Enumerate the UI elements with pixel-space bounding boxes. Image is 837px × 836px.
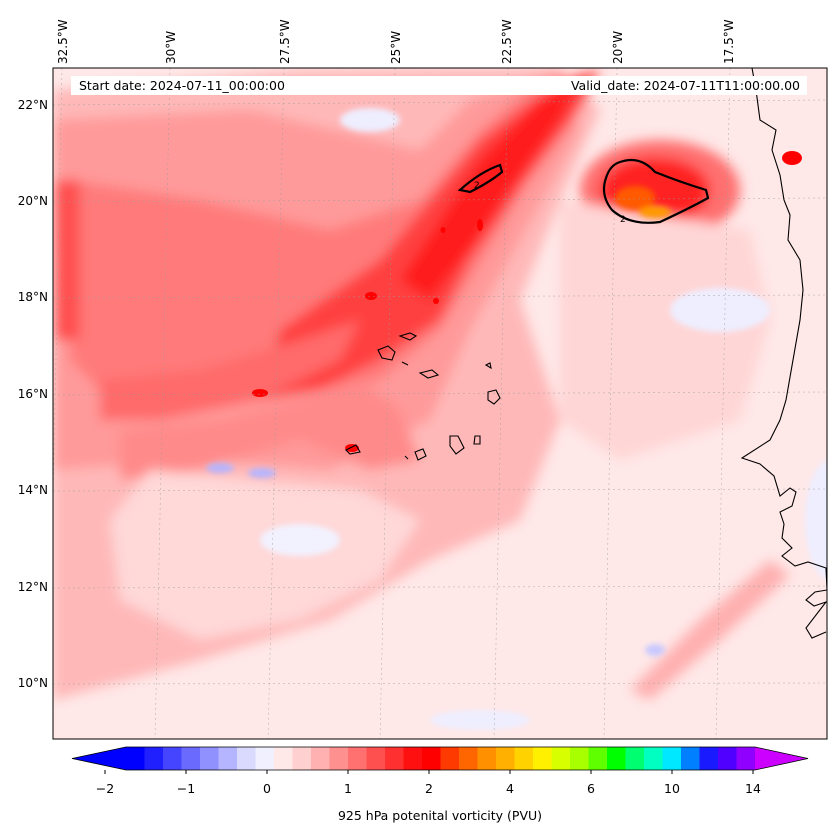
colorbar-title: 925 hPa potenital vorticity (PVU) <box>337 808 543 823</box>
colorbar-outline <box>71 746 809 771</box>
header-box <box>71 76 807 95</box>
colorbar-segment <box>218 747 238 770</box>
lat-label: 20°N <box>17 194 48 208</box>
pv-shading: 2 2 <box>53 68 827 739</box>
colorbar-tick-label: 6 <box>587 781 595 796</box>
colorbar-segment <box>144 747 164 770</box>
lon-label: 17.5°W <box>722 19 736 64</box>
lat-label: 22°N <box>17 98 48 112</box>
map-frame <box>52 67 828 740</box>
colorbar-tick-label: 1 <box>344 781 352 796</box>
lon-label: 25°W <box>389 30 403 64</box>
colorbar-segment <box>533 747 552 770</box>
lon-label: 22.5°W <box>500 19 514 64</box>
colorbar-segment <box>736 747 756 770</box>
colorbar-segment <box>459 747 478 770</box>
colorbar-segment <box>181 747 201 770</box>
colorbar-segment <box>514 747 534 770</box>
colorbar-extend-over <box>755 747 808 770</box>
lon-label: 27.5°W <box>278 19 292 64</box>
colorbar-tick-label: 14 <box>745 781 761 796</box>
colorbar-segment <box>311 747 330 770</box>
colorbar <box>71 746 809 774</box>
colorbar-segment <box>699 747 719 770</box>
coastline <box>740 68 827 639</box>
colorbar-segment <box>662 747 682 770</box>
colorbar-segment <box>385 747 404 770</box>
colorbar-segment <box>403 747 423 770</box>
start-date-label: Start date: 2024-07-11_00:00:00 <box>79 78 285 93</box>
lat-label: 18°N <box>17 290 48 304</box>
colorbar-tick-label: −2 <box>95 781 115 796</box>
colorbar-tick-label: 0 <box>263 781 271 796</box>
lon-label: 32.5°W <box>56 19 70 64</box>
colorbar-segment <box>163 747 182 770</box>
lon-label: 20°W <box>611 30 625 64</box>
colorbar-segment <box>200 747 219 770</box>
colorbar-segment <box>237 747 256 770</box>
colorbar-segment <box>718 747 737 770</box>
colorbar-segment <box>422 747 441 770</box>
colorbar-segment <box>329 747 349 770</box>
colorbar-tick-label: −1 <box>176 781 196 796</box>
colorbar-segment <box>625 747 645 770</box>
colorbar-segment <box>366 747 386 770</box>
colorbar-segment <box>255 747 275 770</box>
colorbar-segment <box>126 747 145 770</box>
lat-label: 16°N <box>17 387 48 401</box>
colorbar-segment <box>681 747 700 770</box>
lat-label: 12°N <box>17 580 48 594</box>
svg-text:2: 2 <box>474 181 480 191</box>
colorbar-segment <box>348 747 367 770</box>
colorbar-segment <box>644 747 663 770</box>
colorbar-segment <box>292 747 312 770</box>
colorbar-segment <box>588 747 608 770</box>
valid-date-label: Valid_date: 2024-07-11T11:00:00.00 <box>570 78 800 93</box>
colorbar-segment <box>496 747 515 770</box>
colorbar-tick-label: 2 <box>425 781 433 796</box>
colorbar-segment <box>477 747 497 770</box>
colorbar-segment <box>551 747 571 770</box>
lat-label: 10°N <box>17 676 48 690</box>
colorbar-segment <box>570 747 589 770</box>
colorbar-segment <box>607 747 626 770</box>
colorbar-tick-label: 4 <box>506 781 514 796</box>
colorbar-segment <box>274 747 293 770</box>
svg-text:2: 2 <box>620 215 626 225</box>
colorbar-extend-under <box>72 747 126 770</box>
colorbar-tick-label: 10 <box>664 781 680 796</box>
lat-label: 14°N <box>17 483 48 497</box>
colorbar-segment <box>440 747 460 770</box>
lon-label: 30°W <box>164 30 178 64</box>
